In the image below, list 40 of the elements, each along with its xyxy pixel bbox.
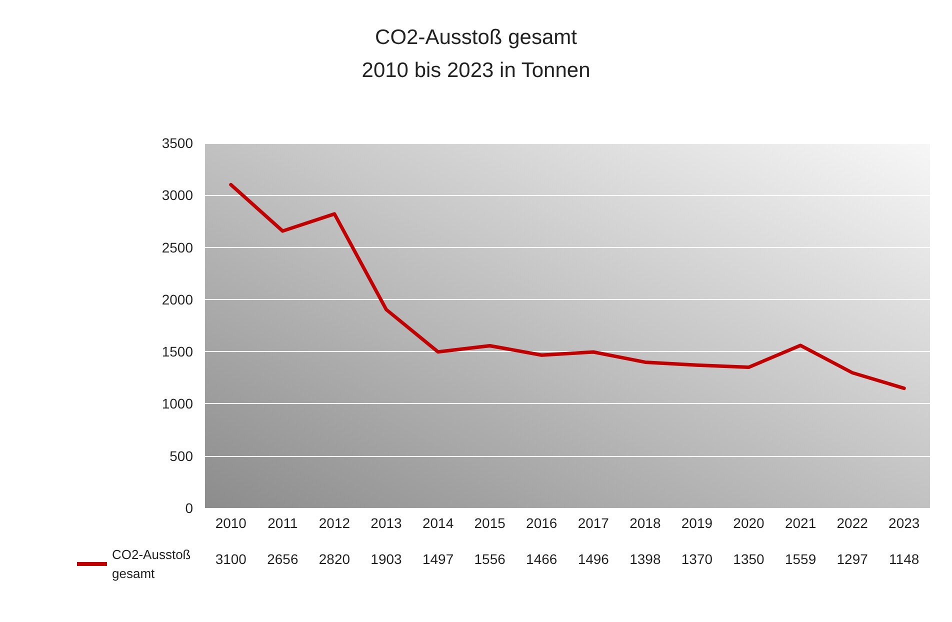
data-label: 1556 — [474, 551, 506, 567]
data-label: 2656 — [267, 551, 298, 567]
data-label: 1297 — [836, 551, 868, 567]
x-tick-label: 2019 — [681, 515, 713, 531]
y-tick-label: 1500 — [162, 344, 194, 360]
data-label: 2820 — [318, 551, 350, 567]
x-tick-label: 2016 — [526, 515, 558, 531]
data-label: 1350 — [733, 551, 765, 567]
chart-title: CO2-Ausstoß gesamt — [375, 26, 578, 49]
x-tick-label: 2017 — [578, 515, 610, 531]
x-tick-label: 2013 — [370, 515, 402, 531]
x-tick-label: 2010 — [215, 515, 247, 531]
y-tick-label: 3000 — [162, 187, 194, 204]
x-tick-label: 2014 — [422, 515, 454, 531]
x-tick-label: 2018 — [630, 515, 661, 531]
y-tick-label: 500 — [170, 448, 194, 464]
legend-label: CO2-Ausstoß gesamt — [112, 547, 194, 581]
x-tick-label: 2011 — [268, 515, 298, 531]
x-tick-label: 2020 — [733, 515, 765, 531]
data-label: 1559 — [784, 551, 816, 567]
data-label: 1398 — [630, 551, 661, 567]
data-label: 1466 — [526, 551, 558, 567]
y-tick-label: 2500 — [162, 239, 194, 256]
chart-subtitle: 2010 bis 2023 in Tonnen — [362, 59, 590, 82]
data-label: 1903 — [370, 551, 402, 567]
y-tick-label: 1000 — [162, 396, 194, 412]
y-tick-label: 0 — [185, 500, 194, 516]
x-tick-label: 2022 — [836, 515, 868, 531]
data-label: 1370 — [681, 551, 713, 567]
x-tick-label: 2023 — [888, 515, 920, 531]
data-label: 3100 — [215, 551, 247, 567]
x-tick-label: 2015 — [474, 515, 506, 531]
x-tick-label: 2021 — [784, 515, 816, 531]
x-tick-label: 2012 — [318, 515, 350, 531]
data-label: 1497 — [422, 551, 454, 567]
line-series — [229, 182, 906, 390]
data-label: 1496 — [578, 551, 610, 567]
data-label: 1148 — [889, 551, 920, 567]
y-tick-label: 3500 — [162, 135, 194, 151]
y-tick-label: 2000 — [162, 291, 194, 308]
